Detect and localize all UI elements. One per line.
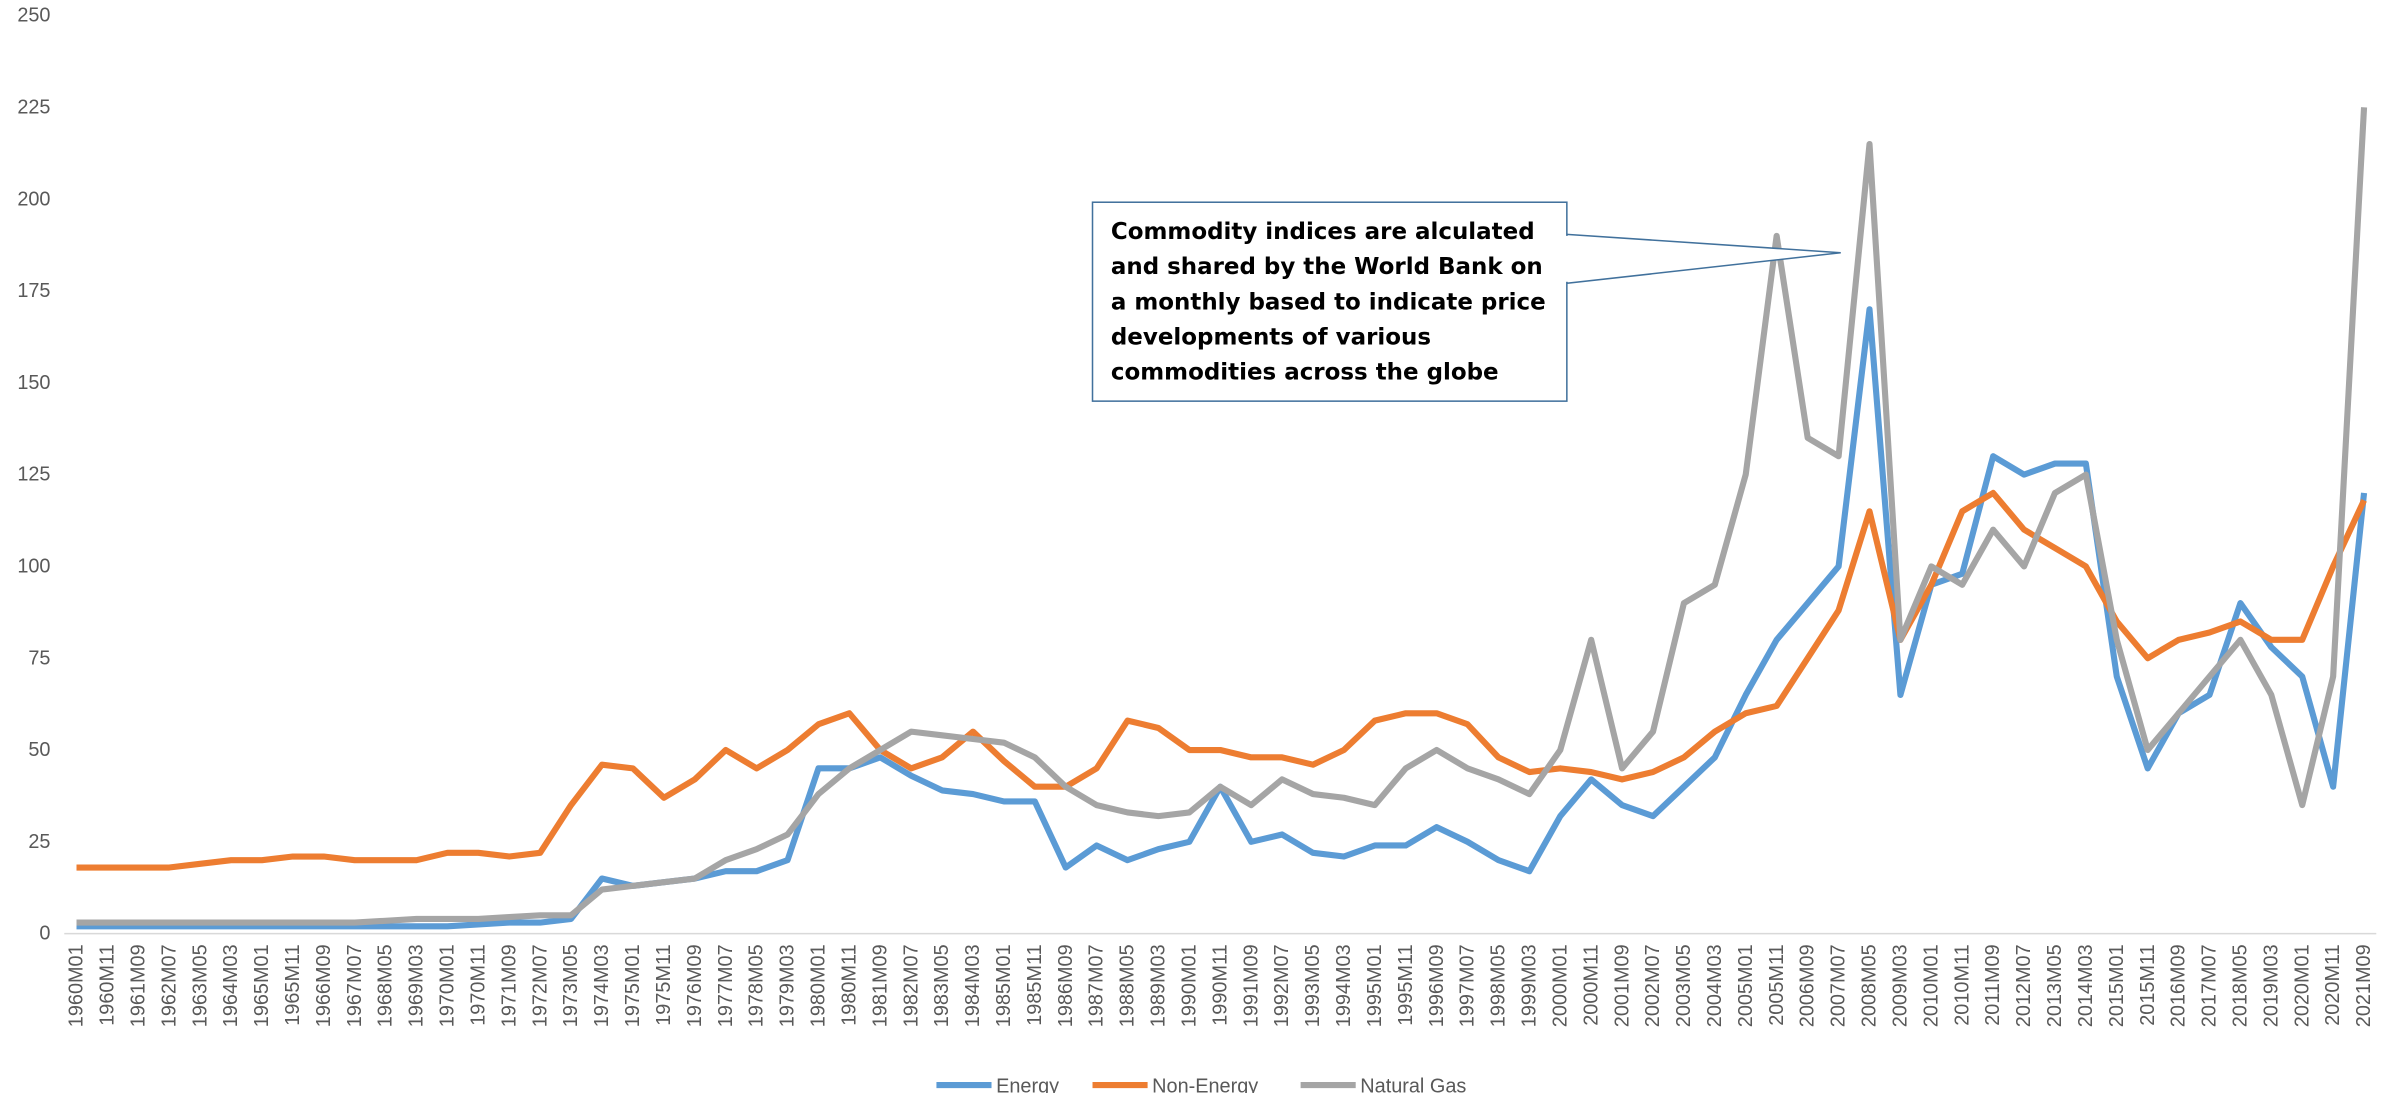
x-tick-label: 1988M05 [1117, 944, 1139, 1027]
x-tick-label: 2008M05 [1859, 944, 1881, 1027]
x-tick-label: 2010M11 [1951, 944, 1973, 1025]
x-tick-label: 1971M09 [498, 944, 520, 1027]
x-tick-label: 1973M05 [560, 944, 582, 1027]
series-line [76, 107, 2368, 926]
x-tick-label: 1993M05 [1302, 944, 1324, 1027]
x-tick-label: 2015M01 [2106, 944, 2128, 1027]
x-tick-label: 2015M11 [2137, 944, 2159, 1025]
x-tick-label: 1960M01 [66, 944, 88, 1027]
annotation: Commodity indices are alculated and shar… [1110, 217, 1546, 386]
x-tick-label: 1975M11 [653, 944, 675, 1025]
series-line [76, 489, 2367, 871]
x-tick-label: 1990M11 [1209, 944, 1231, 1025]
x-tick-label: 1981M09 [869, 944, 891, 1027]
callout: Commodity indices are alculated and shar… [1110, 217, 1546, 386]
x-tick-label: 2001M09 [1611, 944, 1633, 1027]
x-tick-label: 1975M01 [622, 944, 644, 1027]
x-tick-label: 2004M03 [1704, 944, 1726, 1027]
x-tick-label: 2007M07 [1828, 944, 1850, 1027]
x-tick-label: 1963M05 [189, 944, 211, 1027]
y-tick-label: 225 [17, 96, 50, 118]
x-tick-label: 2002M07 [1642, 944, 1664, 1027]
x-tick-label: 1998M05 [1488, 944, 1510, 1027]
x-tick-label: 2000M11 [1580, 944, 1602, 1025]
x-tick-label: 1974M03 [591, 944, 613, 1027]
x-tick-label: 1992M07 [1271, 944, 1293, 1027]
x-tick-label: 2021M09 [2353, 944, 2375, 1027]
x-tick-label: 1969M03 [406, 944, 428, 1027]
x-tick-label: 1991M09 [1240, 944, 1262, 1027]
x-tick-label: 1966M09 [313, 944, 335, 1027]
x-tick-label: 1960M11 [97, 944, 119, 1025]
x-tick-label: 1970M11 [467, 944, 489, 1025]
y-tick-label: 175 [17, 280, 50, 302]
legend-label: Non-Energy [1152, 1076, 1258, 1093]
x-tick-label: 1986M09 [1055, 944, 1077, 1027]
x-tick-label: 1995M01 [1364, 944, 1386, 1027]
legend-label: Natural Gas [1360, 1076, 1466, 1093]
y-tick-label: 50 [28, 739, 50, 761]
x-tick-label: 2011M09 [1982, 944, 2004, 1025]
x-tick-label: 1968M05 [375, 944, 397, 1027]
x-tick-label: 2019M03 [2260, 944, 2282, 1027]
x-tick-label: 2005M11 [1766, 944, 1788, 1025]
y-tick-label: 0 [39, 923, 50, 945]
x-tick-label: 2003M05 [1673, 944, 1695, 1027]
x-tick-label: 2018M05 [2230, 944, 2252, 1027]
x-tick-label: 2010M01 [1920, 944, 1942, 1027]
y-tick-label: 200 [17, 188, 50, 210]
x-tick-label: 2020M01 [2291, 944, 2313, 1027]
callout-pointer [1566, 233, 1841, 285]
x-tick-label: 1985M11 [1024, 944, 1046, 1025]
x-tick-label: 1996M09 [1426, 944, 1448, 1027]
x-tick-label: 2012M07 [2013, 944, 2035, 1027]
x-tick-label: 1997M07 [1457, 944, 1479, 1027]
x-tick-label: 1972M07 [529, 944, 551, 1027]
x-tick-label: 1995M11 [1395, 944, 1417, 1025]
x-tick-label: 1978M05 [746, 944, 768, 1027]
x-tick-label: 1967M07 [344, 944, 366, 1027]
x-tick-label: 1984M03 [962, 944, 984, 1027]
x-tick-label: 1990M01 [1178, 944, 1200, 1027]
x-tick-label: 2020M11 [2322, 944, 2344, 1025]
plot-area: 0 25 50 75 100 125 150 175 200 225 250 1960M01 1960M… [17, 5, 2377, 1027]
y-tick-label: 125 [17, 464, 50, 486]
x-tick-label: 1980M01 [808, 944, 830, 1027]
x-tick-label: 1994M03 [1333, 944, 1355, 1027]
x-tick-label: 1976M09 [684, 944, 706, 1027]
x-tick-label: 2000M01 [1549, 944, 1571, 1027]
x-tick-label: 1961M09 [127, 944, 149, 1027]
x-tick-label: 1977M07 [715, 944, 737, 1027]
x-tick-label: 1987M07 [1086, 944, 1108, 1027]
y-tick-label: 150 [17, 372, 50, 394]
y-tick-label: 250 [17, 5, 50, 27]
y-tick-label: 75 [28, 647, 50, 669]
x-tick-label: 2017M07 [2199, 944, 2221, 1027]
x-tick-label: 1979M03 [777, 944, 799, 1027]
x-tick-label: 2009M03 [1889, 944, 1911, 1027]
x-tick-label: 2014M03 [2075, 944, 2097, 1027]
x-tick-label: 1970M01 [437, 944, 459, 1027]
x-tick-label: 1980M11 [838, 944, 860, 1025]
x-tick-label: 2016M09 [2168, 944, 2190, 1027]
callout-box [1091, 201, 1568, 402]
legend-label: Energy [996, 1076, 1059, 1093]
x-tick-label: 1989M03 [1148, 944, 1170, 1027]
x-tick-label: 2013M05 [2044, 944, 2066, 1027]
x-tick-label: 1965M11 [282, 944, 304, 1025]
x-tick-label: 1962M07 [158, 944, 180, 1027]
x-tick-label: 1982M07 [900, 944, 922, 1027]
y-tick-label: 100 [17, 556, 50, 578]
x-tick-label: 1964M03 [220, 944, 242, 1027]
x-tick-label: 1999M03 [1519, 944, 1541, 1027]
x-tick-label: 1983M05 [931, 944, 953, 1027]
x-tick-label: 1965M01 [251, 944, 273, 1027]
x-tick-label: 2006M09 [1797, 944, 1819, 1027]
y-tick-label: 25 [28, 831, 50, 853]
x-tick-label: 2005M01 [1735, 944, 1757, 1027]
x-tick-label: 1985M01 [993, 944, 1015, 1027]
